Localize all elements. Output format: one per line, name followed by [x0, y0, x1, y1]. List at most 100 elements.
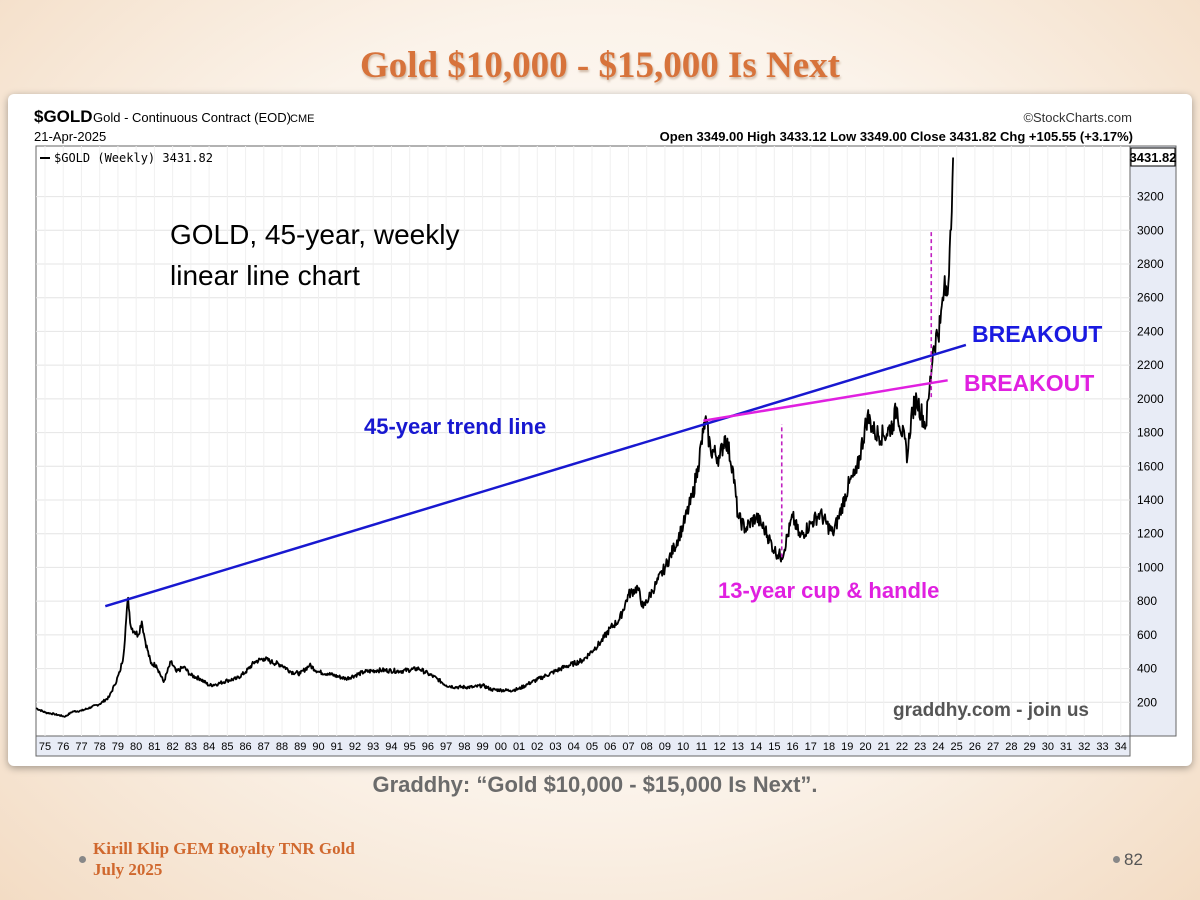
- x-tick-label: 28: [1005, 741, 1017, 753]
- x-tick-label: 31: [1060, 741, 1072, 753]
- chart-description: Gold - Continuous Contract (EOD): [93, 110, 291, 125]
- x-tick-label: 30: [1042, 741, 1054, 753]
- x-tick-label: 23: [914, 741, 926, 753]
- chart-ohlc: Open 3349.00 High 3433.12 Low 3349.00 Cl…: [660, 129, 1133, 144]
- slide-title: Gold $10,000 - $15,000 Is Next: [360, 45, 840, 86]
- x-tick-label: 27: [987, 741, 999, 753]
- y-tick-label: 200: [1137, 695, 1157, 709]
- x-tick-label: 82: [167, 741, 179, 753]
- x-tick-label: 11: [696, 741, 707, 753]
- x-tick-label: 01: [513, 741, 525, 753]
- y-tick-label: 2600: [1137, 291, 1164, 305]
- x-tick-label: 16: [786, 741, 798, 753]
- y-tick-label: 1400: [1137, 493, 1164, 507]
- chart-date: 21-Apr-2025: [34, 129, 106, 144]
- x-tick-label: 05: [586, 741, 598, 753]
- x-tick-label: 84: [203, 741, 215, 753]
- page-bullet: [1113, 856, 1120, 863]
- x-tick-label: 07: [622, 741, 634, 753]
- x-tick-label: 18: [823, 741, 835, 753]
- y-tick-label: 3200: [1137, 190, 1164, 204]
- x-tick-label: 91: [331, 741, 343, 753]
- x-tick-label: 95: [404, 741, 416, 753]
- x-tick-label: 79: [112, 741, 124, 753]
- x-tick-label: 15: [768, 741, 780, 753]
- x-tick-label: 75: [39, 741, 51, 753]
- x-tick-label: 02: [531, 741, 543, 753]
- trend-line-label: 45-year trend line: [364, 414, 546, 439]
- x-tick-label: 89: [294, 741, 306, 753]
- x-tick-label: 83: [185, 741, 197, 753]
- x-tick-label: 94: [385, 741, 397, 753]
- x-tick-label: 21: [878, 741, 890, 753]
- x-tick-label: 25: [951, 741, 963, 753]
- x-tick-label: 06: [604, 741, 616, 753]
- footer-bullet: [79, 856, 86, 863]
- x-tick-label: 81: [148, 741, 160, 753]
- x-tick-label: 00: [495, 741, 507, 753]
- footer-line-1: Kirill Klip GEM Royalty TNR Gold: [93, 839, 355, 858]
- x-tick-label: 13: [732, 741, 744, 753]
- footer-line-2: July 2025: [93, 860, 163, 879]
- x-tick-label: 17: [805, 741, 817, 753]
- y-tick-label: 600: [1137, 628, 1157, 642]
- x-tick-label: 85: [221, 741, 233, 753]
- x-tick-label: 99: [476, 741, 488, 753]
- last-price-box: [1130, 147, 1176, 167]
- breakout-label-blue: BREAKOUT: [972, 321, 1102, 347]
- breakout-label-magenta: BREAKOUT: [964, 370, 1094, 396]
- x-tick-label: 04: [568, 741, 580, 753]
- x-tick-label: 19: [841, 741, 853, 753]
- x-tick-label: 92: [349, 741, 361, 753]
- chart-source: ©StockCharts.com: [1023, 110, 1132, 125]
- chart-heading-line2: linear line chart: [170, 260, 360, 291]
- x-tick-label: 33: [1096, 741, 1108, 753]
- x-tick-labels: 75 76 77 78 79 80 81 82 83 84 85 86 87 88 89 90 91 92 93 94…: [39, 741, 1127, 753]
- y-tick-label: 3000: [1137, 223, 1164, 237]
- x-tick-label: 97: [440, 741, 452, 753]
- grid: [36, 146, 1130, 736]
- chart-heading-line1: GOLD, 45-year, weekly: [170, 219, 459, 250]
- y-tick-label: 2400: [1137, 324, 1164, 338]
- x-tick-label: 90: [312, 741, 324, 753]
- x-tick-label: 80: [130, 741, 142, 753]
- y-tick-label: 2800: [1137, 257, 1164, 271]
- chart-exchange: CME: [290, 113, 314, 125]
- x-tick-label: 34: [1115, 741, 1127, 753]
- x-axis-panel: [35, 735, 1131, 757]
- watermark: graddhy.com - join us: [893, 700, 1089, 721]
- x-tick-label: 24: [932, 741, 944, 753]
- x-tick-label: 26: [969, 741, 981, 753]
- y-tick-labels: 200 400 600 800 1000 1200 1400 1600 1800 2000 2200…: [1137, 190, 1164, 710]
- handle-breakout-line: [703, 379, 948, 423]
- price-series-line: [35, 157, 954, 718]
- y-tick-label: 2000: [1137, 392, 1164, 406]
- x-tick-label: 29: [1023, 741, 1035, 753]
- x-tick-label: 87: [258, 741, 270, 753]
- y-tick-label: 800: [1137, 594, 1157, 608]
- x-tick-label: 22: [896, 741, 908, 753]
- y-tick-label: 1000: [1137, 560, 1164, 574]
- legend-label: $GOLD (Weekly) 3431.82: [54, 151, 213, 165]
- y-tick-label: 400: [1137, 662, 1157, 676]
- x-tick-label: 77: [75, 741, 87, 753]
- x-tick-label: 93: [367, 741, 379, 753]
- plot-area: [35, 145, 1131, 737]
- x-tick-label: 86: [239, 741, 251, 753]
- x-tick-label: 32: [1078, 741, 1090, 753]
- y-tick-label: 1800: [1137, 426, 1164, 440]
- trend-line: [104, 343, 967, 608]
- x-tick-label: 09: [659, 741, 671, 753]
- x-tick-label: 08: [641, 741, 653, 753]
- x-tick-label: 96: [422, 741, 434, 753]
- y-tick-label: 2200: [1137, 358, 1164, 372]
- footer-credit: Kirill Klip GEM Royalty TNR Gold July 20…: [93, 838, 355, 880]
- x-tick-label: 10: [677, 741, 689, 753]
- slide-caption: Graddhy: “Gold $10,000 - $15,000 Is Next…: [372, 772, 818, 797]
- page-number: 82: [1124, 850, 1143, 869]
- y-tick-label: 1600: [1137, 459, 1164, 473]
- x-tick-label: 12: [714, 741, 726, 753]
- y-tick-label: 1200: [1137, 527, 1164, 541]
- cup-handle-label: 13-year cup & handle: [718, 578, 939, 603]
